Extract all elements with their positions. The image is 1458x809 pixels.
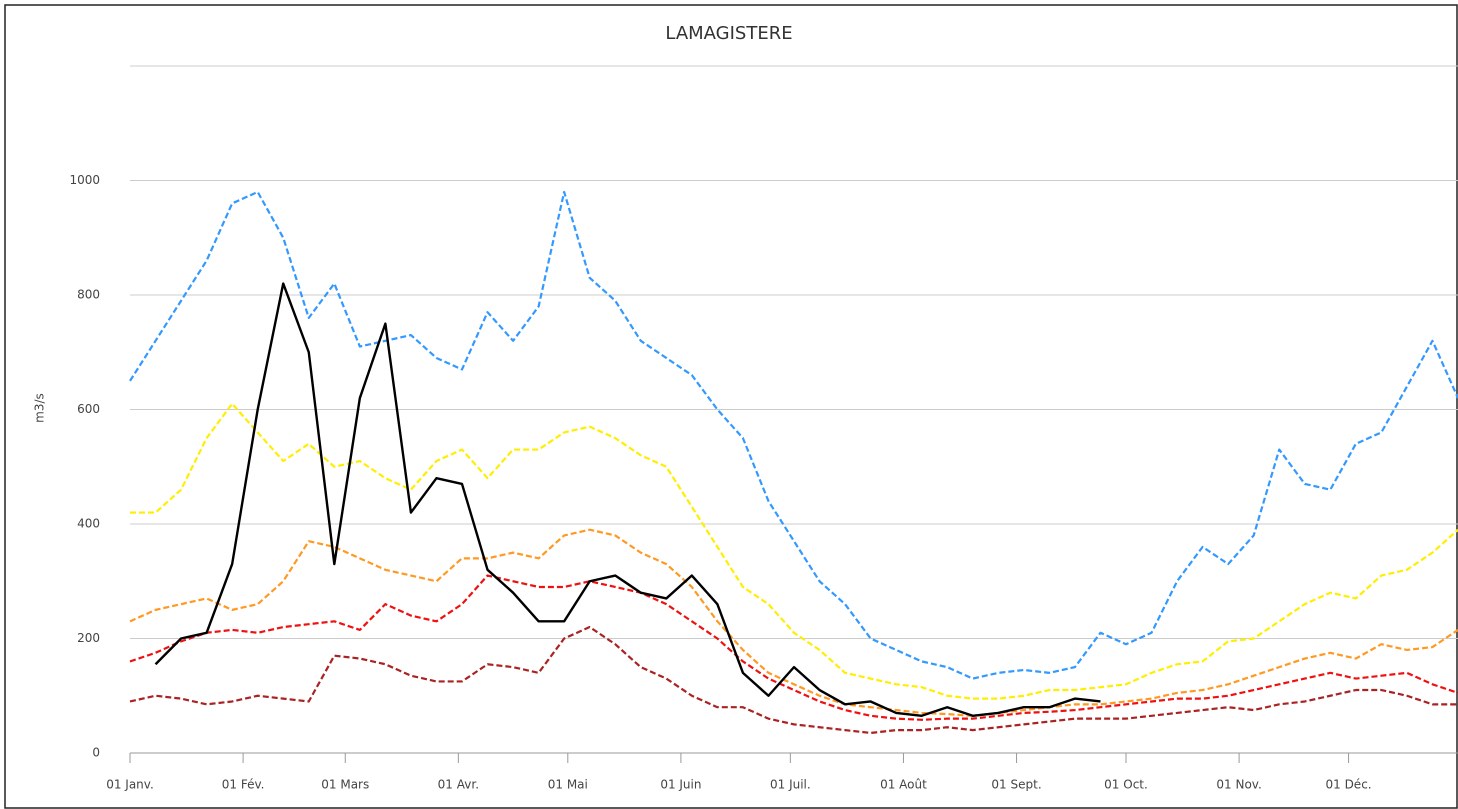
chart-title: LAMAGISTERE <box>665 23 792 44</box>
x-tick-label: 01 Fév. <box>222 778 265 792</box>
y-tick-label: 600 <box>77 402 100 416</box>
chart-frame <box>4 4 1458 809</box>
x-tick-label: 01 Déc. <box>1325 778 1371 792</box>
series-line <box>130 402 1458 700</box>
x-tick-label: 01 Mai <box>548 778 588 792</box>
x-tick-label: 01 Avr. <box>438 778 479 792</box>
series-line <box>129 190 1458 680</box>
x-tick-label: 01 Janv. <box>106 778 154 792</box>
x-tick-label: 01 Août <box>880 778 927 792</box>
x-tick-label: 01 Mars <box>321 778 369 792</box>
series-line <box>129 528 1458 717</box>
y-axis-label: m3/s <box>33 393 47 423</box>
series-line <box>154 282 1101 717</box>
x-tick-label: 01 Juin <box>660 778 701 792</box>
y-tick-label: 200 <box>77 631 100 645</box>
y-tick-label: 0 <box>92 746 100 760</box>
x-tick-label: 01 Nov. <box>1216 778 1261 792</box>
y-tick-label: 1000 <box>69 173 100 187</box>
y-tick-label: 800 <box>77 288 100 302</box>
x-tick-label: 01 Oct. <box>1104 778 1148 792</box>
x-tick-label: 01 Sept. <box>991 778 1041 792</box>
series-line <box>129 574 1458 721</box>
y-tick-label: 400 <box>77 517 100 531</box>
x-tick-label: 01 Juil. <box>770 778 811 792</box>
series-line <box>129 625 1458 735</box>
